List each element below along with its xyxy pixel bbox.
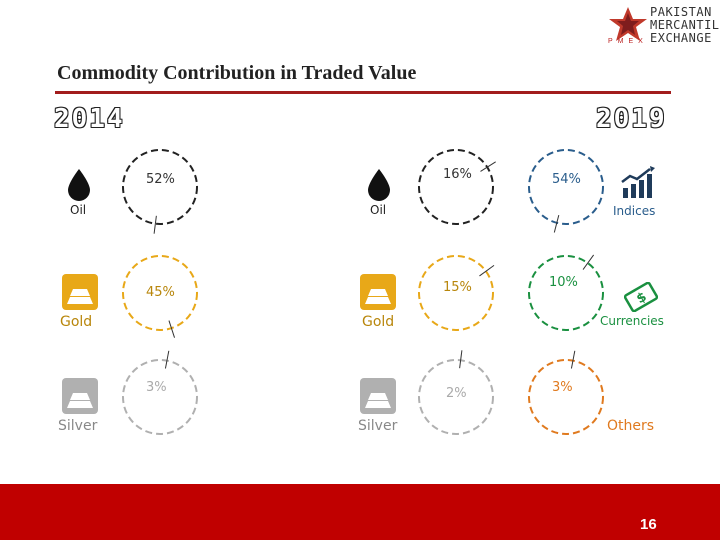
label-oil-2019: Oil <box>370 203 387 217</box>
logo-subtitle: PMEX <box>608 38 648 45</box>
footer-bar <box>0 484 720 540</box>
label-oil-2014: Oil <box>70 203 87 217</box>
logo-line-1: PAKISTAN <box>650 5 712 19</box>
label-silver-2019: Silver <box>358 418 398 434</box>
ring-currencies-2019 <box>528 254 604 331</box>
ring-others-2019 <box>528 350 604 435</box>
title-underline <box>55 91 671 94</box>
silver-bar-icon <box>360 378 396 414</box>
oil-drop-icon <box>368 169 390 201</box>
label-gold-2014: Gold <box>60 314 93 330</box>
gold-bar-icon <box>360 274 396 310</box>
slice-silver-2019-ring <box>418 359 494 435</box>
pct-gold-2014: 45% <box>146 285 175 300</box>
slice-currencies-2019-slice-mark <box>582 254 595 270</box>
currency-note-icon: $ <box>624 282 658 312</box>
year-right: 2019 <box>596 104 667 134</box>
pct-gold-2019: 15% <box>443 280 472 295</box>
slice-indices-2019-ring <box>528 149 604 225</box>
pct-oil-2019: 16% <box>443 167 472 182</box>
pct-silver-2019: 2% <box>446 386 467 401</box>
slice-silver-2019-slice-mark <box>459 350 463 369</box>
ring-gold-2019 <box>418 255 495 331</box>
silver-bar-icon <box>62 378 98 414</box>
slice-gold-2014-slice-mark <box>168 320 175 338</box>
ring-silver-2019 <box>418 350 494 435</box>
slice-oil-2014-slice-mark <box>153 215 157 234</box>
pmex-logo <box>605 5 717 50</box>
label-gold-2019: Gold <box>362 314 395 330</box>
label-others: Others <box>607 418 655 434</box>
slice-oil-2014-ring <box>122 149 198 225</box>
pct-silver-2014: 3% <box>146 380 167 395</box>
slice-oil-2019-slice-mark <box>480 161 496 172</box>
pct-oil-2014: 52% <box>146 172 175 187</box>
slice-gold-2019-slice-mark <box>479 264 495 277</box>
year-left: 2014 <box>54 104 125 134</box>
ring-oil-2019 <box>418 149 496 225</box>
oil-drop-icon <box>68 169 90 201</box>
slice-others-2019-slice-mark <box>570 350 576 369</box>
slice-gold-2019-ring <box>418 255 494 331</box>
ring-indices-2019 <box>528 149 604 233</box>
pmex-emblem-icon <box>609 7 647 41</box>
label-currencies: Currencies <box>600 314 664 328</box>
pct-currencies-2019: 10% <box>549 275 578 290</box>
ring-oil-2014 <box>122 149 198 234</box>
slice-gold-2014-ring <box>122 255 198 331</box>
slice-indices-2019-slice-mark <box>553 214 560 233</box>
logo-line-2: MERCANTILE <box>650 18 720 32</box>
slice-currencies-2019-ring <box>528 255 604 331</box>
pct-indices-2019: 54% <box>552 172 581 187</box>
label-indices: Indices <box>613 204 656 218</box>
ring-gold-2014 <box>122 255 198 338</box>
pct-others-2019: 3% <box>552 380 573 395</box>
gold-bar-icon <box>62 274 98 310</box>
ring-silver-2014 <box>122 350 198 435</box>
slice-oil-2019-ring <box>418 149 494 225</box>
label-silver-2014: Silver <box>58 418 98 434</box>
page-number: 16 <box>640 516 657 533</box>
slide-title: Commodity Contribution in Traded Value <box>57 62 417 84</box>
logo-wordmark: PAKISTAN MERCANTILE EXCHANGE <box>650 6 720 45</box>
indices-chart-icon <box>621 166 655 198</box>
slice-silver-2014-slice-mark <box>164 350 170 369</box>
slice-silver-2014-ring <box>122 359 198 435</box>
slice-others-2019-ring <box>528 359 604 435</box>
logo-line-3: EXCHANGE <box>650 31 712 45</box>
